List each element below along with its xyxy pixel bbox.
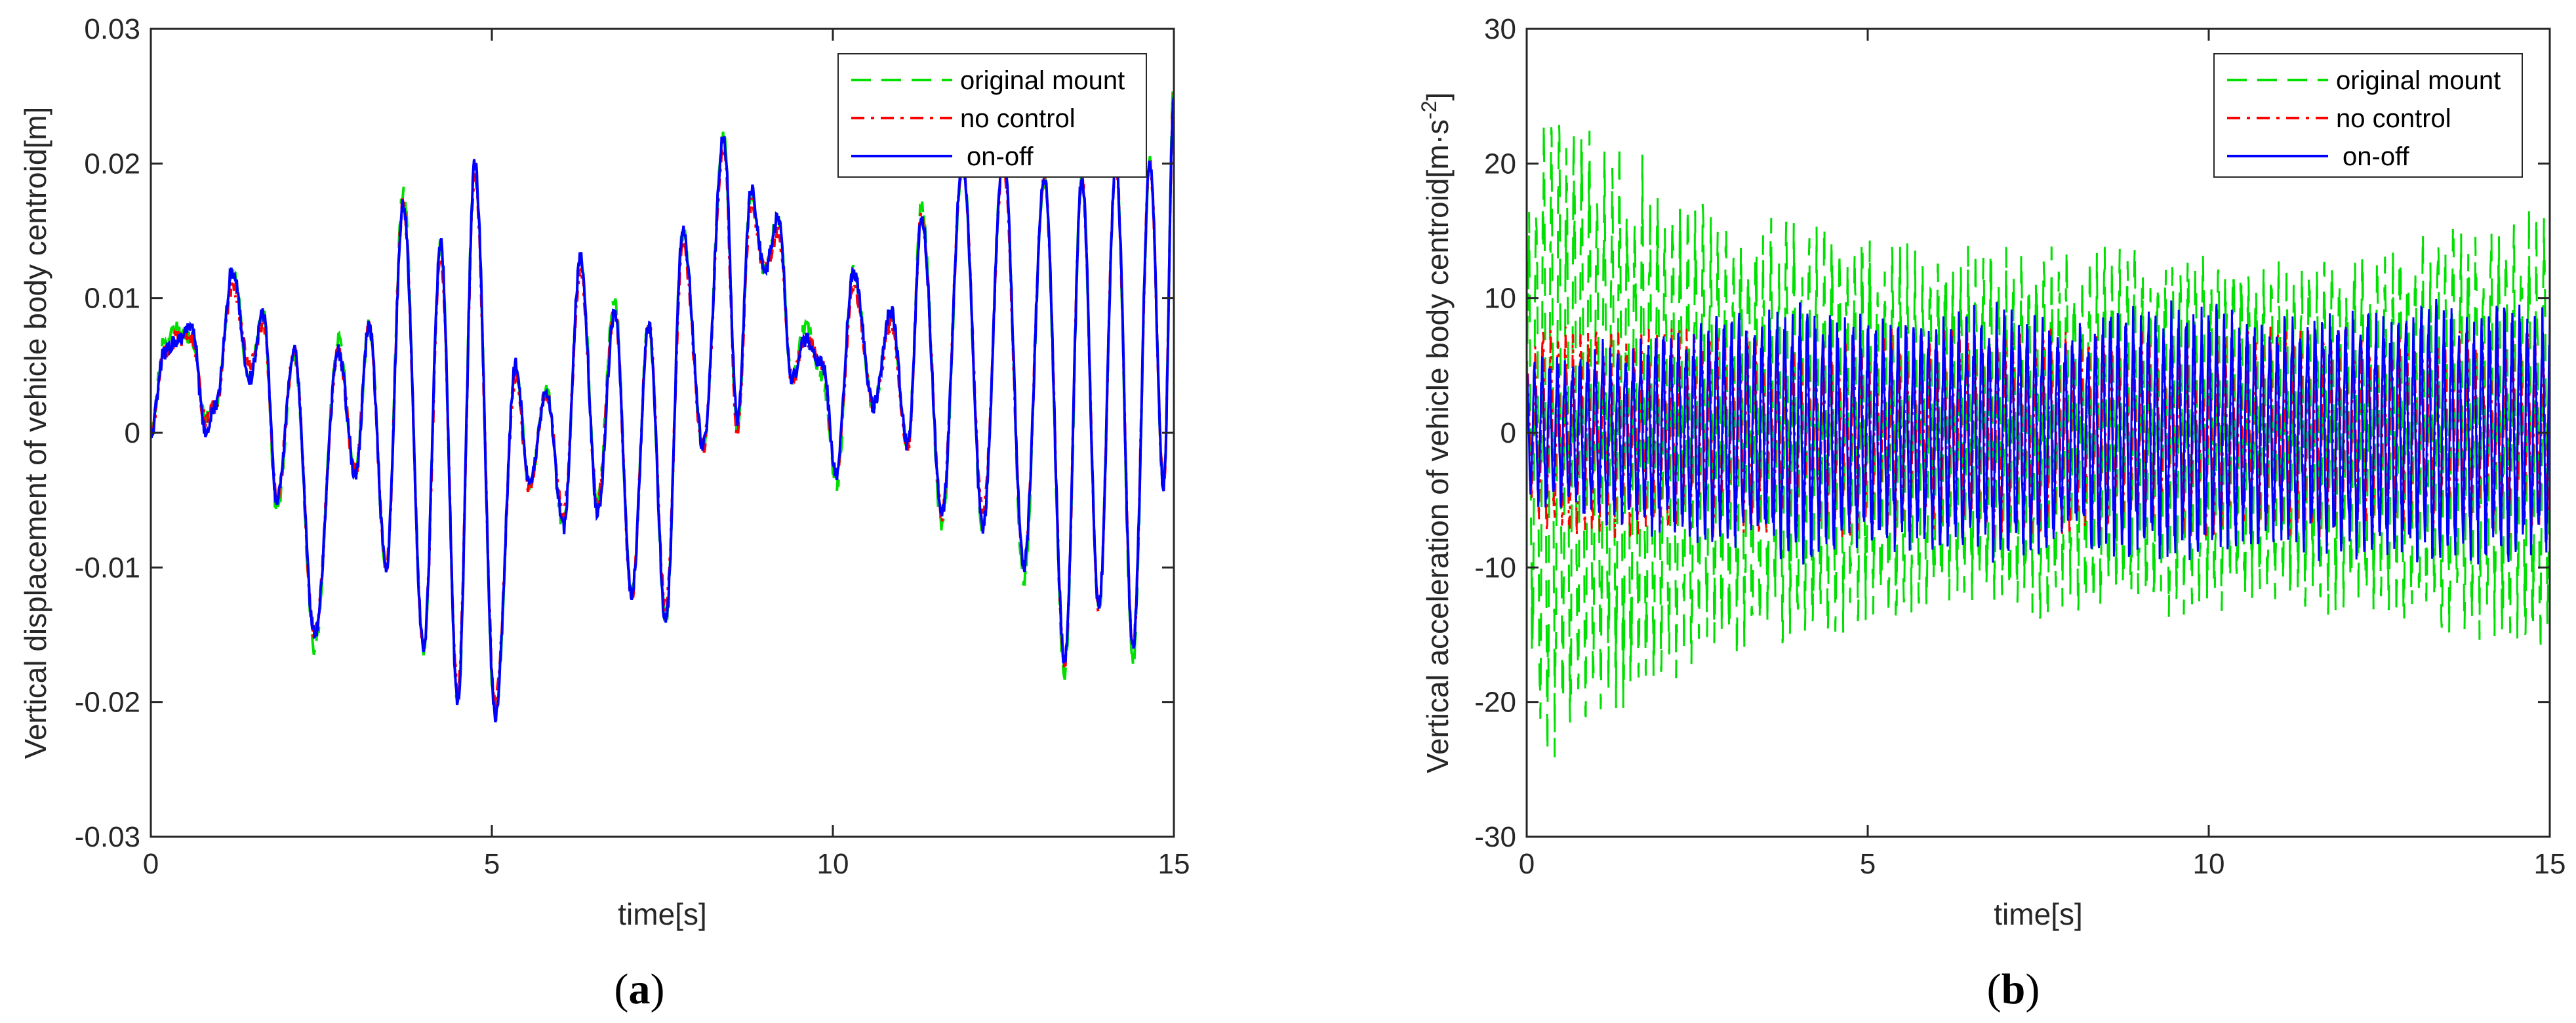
panel-label-b: (b) <box>1987 965 2040 1013</box>
y-tick-label-b: -30 <box>1474 821 1516 853</box>
y-tick-label-a: -0.03 <box>75 821 140 853</box>
legend-label-on-off-b: on-off <box>2343 142 2409 171</box>
chart-a-displacement: -0.03 -0.02 -0.01 0 0.01 0.02 0.03 0 5 10 15 time… <box>18 13 1190 1013</box>
y-ticks-b: -30 -20 -10 0 10 20 30 <box>1474 13 2550 853</box>
legend-label-no-control-b: no control <box>2336 104 2451 133</box>
y-tick-label-b: -10 <box>1474 552 1516 584</box>
legend-label-original-mount-b: original mount <box>2336 66 2501 95</box>
y-ticks-a: -0.03 -0.02 -0.01 0 0.01 0.02 0.03 <box>75 13 1174 853</box>
y-tick-label-a: 0.02 <box>84 148 140 180</box>
y-tick-label-b: 0 <box>1500 417 1516 449</box>
x-tick-label-a: 0 <box>143 848 159 880</box>
panel-label-a: (a) <box>614 965 665 1013</box>
y-tick-label-b: 30 <box>1484 13 1516 45</box>
legend-a: original mount no control on-off <box>837 53 1147 178</box>
legend-label-no-control-a: no control <box>960 104 1076 133</box>
chart-b-acceleration: -30 -20 -10 0 10 20 30 0 5 10 15 time[s] Vertical… <box>1417 13 2566 1013</box>
x-tick-label-b: 0 <box>1519 848 1535 880</box>
x-tick-label-a: 15 <box>1158 848 1190 880</box>
x-tick-label-b: 10 <box>2193 848 2225 880</box>
y-axis-title-b-close: ] <box>1420 92 1455 101</box>
y-tick-label-b: 10 <box>1484 283 1516 315</box>
y-tick-label-b: -20 <box>1474 687 1516 719</box>
legend-b: original mount no control on-off <box>2213 53 2523 178</box>
y-axis-title-b-text: Vertical acceleration of vehicle body ce… <box>1420 119 1455 773</box>
x-ticks-a: 0 5 10 15 <box>143 29 1190 880</box>
y-tick-label-a: -0.02 <box>75 687 140 719</box>
y-tick-label-b: 20 <box>1484 148 1516 180</box>
y-tick-label-a: 0.03 <box>84 13 140 45</box>
series-line-on-off-b <box>1527 298 2550 565</box>
y-tick-label-a: 0.01 <box>84 283 140 315</box>
y-axis-title-b-exponent: -2 <box>1417 101 1441 119</box>
x-axis-title-a: time[s] <box>618 897 706 931</box>
y-tick-label-a: -0.01 <box>75 552 140 584</box>
series-group-b <box>1527 122 2550 757</box>
x-tick-label-b: 15 <box>2534 848 2566 880</box>
x-ticks-b: 0 5 10 15 <box>1519 29 2566 880</box>
legend-label-on-off-a: on-off <box>967 142 1034 171</box>
x-tick-label-a: 10 <box>817 848 849 880</box>
y-axis-title-a: Vertical displacement of vehicle body ce… <box>18 107 52 759</box>
x-tick-label-a: 5 <box>484 848 500 880</box>
legend-label-original-mount-a: original mount <box>960 66 1125 95</box>
x-axis-title-b: time[s] <box>1994 897 2082 931</box>
y-axis-title-b: Vertical acceleration of vehicle body ce… <box>1417 92 1455 773</box>
y-tick-label-a: 0 <box>125 417 140 449</box>
x-tick-label-b: 5 <box>1860 848 1876 880</box>
